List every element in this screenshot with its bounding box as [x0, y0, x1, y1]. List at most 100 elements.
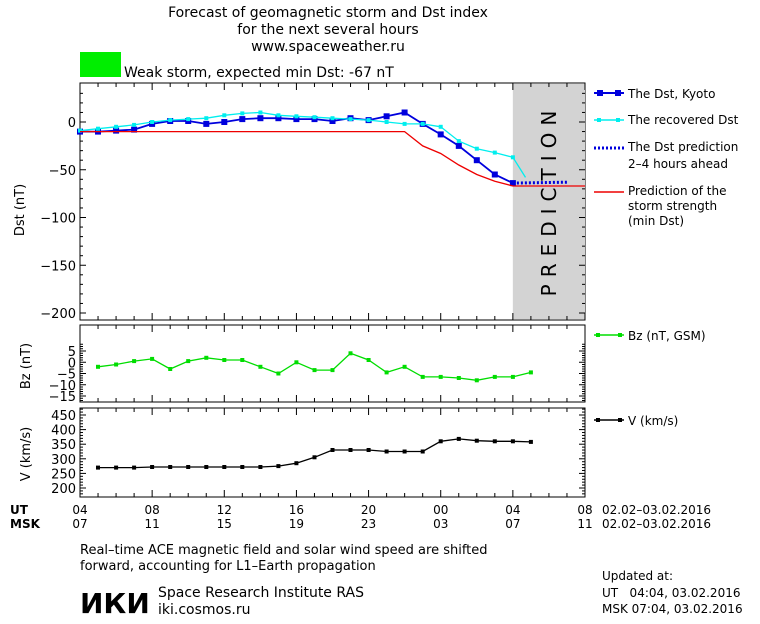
msk-tick-label: 03	[433, 517, 448, 531]
y-tick-label: 0	[68, 356, 76, 371]
data-point-dst-kyoto	[257, 115, 264, 122]
data-point-v	[438, 439, 443, 444]
data-point-dst-recovered	[276, 113, 281, 118]
prediction-label: PREDICTION	[537, 104, 561, 297]
ut-tick-label: 16	[289, 503, 304, 517]
legend-recovered-marker	[597, 118, 601, 122]
legend-kyoto-marker	[615, 90, 621, 96]
dst-y-axis: 0 −50 −100 −150 −200	[40, 92, 585, 322]
data-point-dst-kyoto	[275, 115, 282, 122]
data-point-dst-recovered	[204, 116, 209, 121]
data-point-v	[330, 448, 335, 452]
data-point-dst-kyoto	[221, 119, 228, 125]
data-point-v	[294, 461, 299, 466]
data-point-v	[510, 439, 515, 444]
data-point-dst-recovered	[366, 118, 371, 123]
data-point-bz	[294, 360, 299, 365]
data-point-dst-recovered	[510, 155, 515, 160]
y-tick-label: −15	[49, 390, 76, 405]
data-point-dst-recovered	[420, 121, 425, 126]
data-point-dst-recovered	[132, 122, 137, 127]
bz-y-axis: 50−5−10−15	[49, 343, 585, 405]
data-point-dst-kyoto	[383, 113, 390, 120]
data-point-dst-recovered	[438, 124, 443, 129]
footer: Real–time ACE magnetic field and solar w…	[80, 543, 743, 620]
data-point-dst-recovered	[312, 115, 317, 120]
legend-storm-label-2: storm strength	[628, 199, 717, 213]
data-point-v	[150, 465, 155, 469]
series-line-v	[98, 438, 531, 469]
legend-v-marker	[618, 418, 622, 422]
data-point-dst-kyoto	[329, 118, 336, 124]
footer-note-line-1: Real–time ACE magnetic field and solar w…	[80, 543, 488, 558]
legend-prediction-label-2: 2–4 hours ahead	[628, 157, 728, 171]
data-point-dst-recovered	[330, 116, 335, 121]
data-point-v	[276, 464, 281, 469]
data-point-v	[402, 449, 407, 454]
data-point-dst-recovered	[150, 120, 155, 124]
ut-tick-label: 04	[72, 503, 87, 517]
ut-tick-label: 08	[145, 503, 160, 517]
institute-name: Space Research Institute RAS	[158, 585, 364, 601]
data-point-bz	[132, 359, 137, 364]
data-point-v	[258, 465, 263, 469]
data-point-bz	[222, 358, 227, 362]
msk-tick-label: 11	[577, 517, 592, 531]
legend-recovered-label: The recovered Dst	[627, 113, 739, 127]
prediction-band	[512, 84, 585, 319]
data-point-dst-recovered	[78, 128, 82, 133]
y-tick-label: 5	[68, 345, 76, 360]
legend-bz-marker	[596, 333, 600, 337]
data-point-v	[366, 448, 371, 452]
data-point-v	[384, 449, 389, 454]
y-tick-label: 300	[51, 453, 76, 468]
header: Forecast of geomagnetic storm and Dst in…	[80, 5, 488, 81]
legend-bz-label: Bz (nT, GSM)	[628, 329, 706, 343]
data-point-dst-kyoto	[203, 120, 210, 127]
data-point-bz	[366, 358, 371, 362]
msk-tick-label: 19	[289, 517, 304, 531]
updated-msk: MSK 07:04, 03.02.2016	[602, 602, 743, 616]
msk-tick-label: 23	[361, 517, 376, 531]
data-point-bz	[456, 376, 461, 380]
data-point-dst-recovered	[348, 117, 353, 122]
legend-storm-label-3: (min Dst)	[628, 214, 684, 228]
title-line-1: Forecast of geomagnetic storm and Dst in…	[168, 5, 488, 21]
y-tick-label: 200	[51, 482, 76, 497]
legend-recovered-marker	[616, 118, 620, 122]
data-point-dst-kyoto	[491, 171, 498, 178]
v-axis-label: V (km/s)	[19, 427, 34, 482]
series-line-dst-prediction	[512, 180, 568, 185]
legend-kyoto-marker	[597, 90, 603, 96]
data-point-dst-recovered	[96, 126, 100, 131]
data-point-v	[222, 465, 227, 469]
y-tick-label: 350	[51, 438, 76, 453]
ut-tick-label: 12	[217, 503, 232, 517]
data-point-v	[186, 465, 191, 469]
data-point-dst-kyoto	[401, 109, 408, 116]
data-point-bz	[312, 368, 317, 373]
ut-tick-label: 00	[433, 503, 448, 517]
data-point-bz	[402, 364, 407, 369]
series-line-storm-strength	[80, 130, 585, 187]
data-point-dst-kyoto	[239, 116, 246, 123]
msk-date-range: 02.02–03.02.2016	[602, 517, 711, 531]
y-tick-label: −100	[40, 212, 76, 227]
v-panel-frame	[79, 407, 586, 498]
bz-panel-frame	[79, 324, 586, 403]
msk-tick-label: 11	[145, 517, 160, 531]
v-legend: V (km/s)	[594, 414, 678, 428]
data-point-bz	[474, 378, 479, 383]
data-point-v	[114, 465, 119, 470]
data-point-v	[348, 448, 353, 452]
bz-axis-label: Bz (nT)	[19, 343, 34, 389]
bz-series-group	[96, 351, 533, 383]
data-point-bz	[258, 364, 263, 369]
data-point-dst-recovered	[258, 110, 263, 115]
data-point-dst-recovered	[240, 111, 245, 116]
legend-prediction-label-1: The Dst prediction	[627, 140, 738, 154]
data-point-dst-kyoto	[437, 131, 444, 138]
